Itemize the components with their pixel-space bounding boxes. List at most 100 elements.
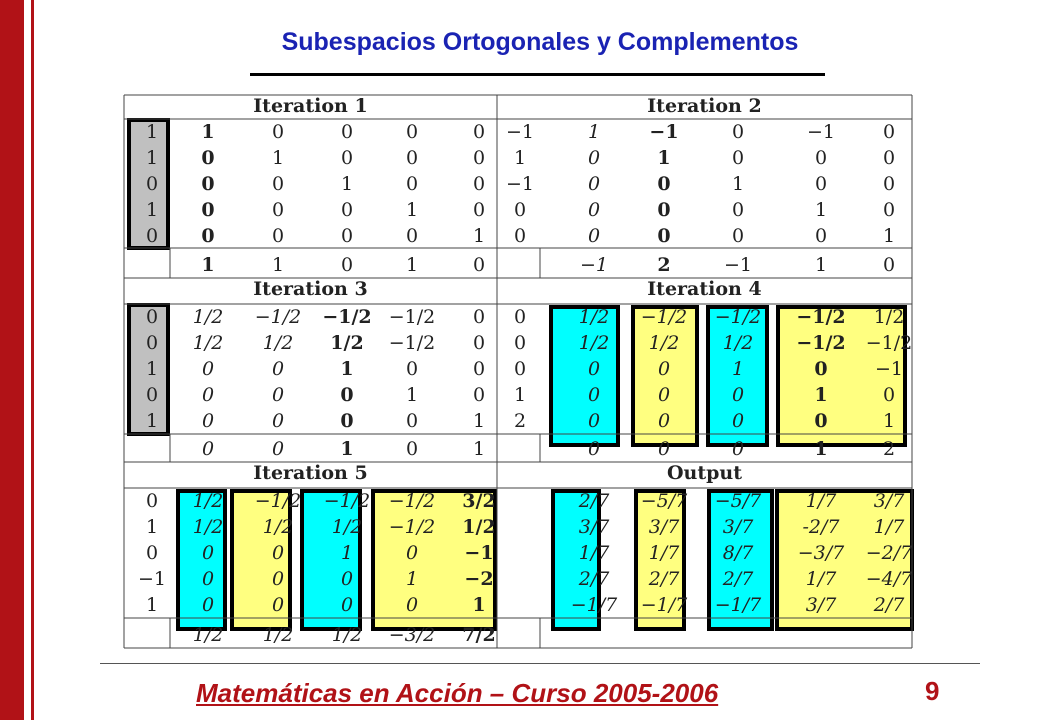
matrix-cell: 0 — [202, 542, 214, 564]
matrix-cell: 8/7 — [723, 542, 754, 564]
matrix-cell: 0 — [473, 121, 485, 143]
pivot-column-value: 0 — [146, 225, 158, 247]
slide-title: Subespacios Ortogonales y Complementos — [281, 28, 799, 56]
matrix-cell: 0 — [732, 225, 744, 247]
matrix-cell: 0 — [340, 410, 353, 432]
matrix-cell: 2/7 — [578, 490, 610, 512]
matrix-cell: 3/7 — [806, 594, 837, 616]
matrix-cell: 0 — [732, 410, 744, 432]
matrix-cell: 1/7 — [874, 516, 905, 538]
matrix-cell: 2/7 — [722, 568, 754, 590]
matrix-cell: 0 — [658, 358, 670, 380]
bottom-row-value: 1/2 — [263, 624, 294, 646]
bottom-row-value: 2 — [883, 438, 895, 460]
matrix-cell: 0 — [883, 121, 895, 143]
pivot-column-value: 1 — [146, 410, 158, 432]
matrix-cell: 1 — [406, 384, 418, 406]
bottom-row-value: 2 — [657, 254, 670, 276]
matrix-cell: 0 — [658, 384, 670, 406]
matrix-cell: 1/2 — [649, 332, 680, 354]
matrix-cell: 0 — [341, 568, 353, 590]
matrix-cell: 0 — [815, 225, 827, 247]
bottom-row-value: −3/2 — [389, 624, 436, 646]
matrix-cell: 2/7 — [648, 568, 680, 590]
matrix-cell: 0 — [202, 384, 214, 406]
highlight-box — [706, 305, 769, 447]
matrix-cell: 0 — [732, 384, 744, 406]
pivot-column-value: −1 — [138, 568, 166, 590]
left-red-band — [0, 0, 24, 720]
matrix-cell: 0 — [201, 147, 214, 169]
matrix-cell: 1/2 — [874, 306, 905, 328]
matrix-cell: −1/7 — [715, 594, 762, 616]
matrix-cell: 0 — [341, 121, 353, 143]
pivot-column-value: 0 — [146, 384, 158, 406]
matrix-cell: 0 — [814, 358, 827, 380]
footer-rule — [100, 663, 980, 664]
matrix-cell: 0 — [588, 173, 600, 195]
matrix-cell: 0 — [658, 410, 670, 432]
matrix-cell: 0 — [272, 358, 284, 380]
matrix-cell: 1/2 — [193, 516, 224, 538]
bottom-row-value: 1/2 — [193, 624, 224, 646]
matrix-cell: 0 — [202, 594, 214, 616]
matrix-cell: 1 — [883, 225, 895, 247]
highlight-box — [551, 489, 601, 631]
matrix-cell: −5/7 — [715, 490, 762, 512]
matrix-cell: 1/2 — [330, 332, 363, 354]
panel-heading: Iteration 1 — [253, 95, 367, 117]
matrix-cell: 0 — [473, 199, 485, 221]
matrix-cell: 0 — [272, 594, 284, 616]
matrix-cell: 1 — [588, 121, 600, 143]
bottom-row-value: 0 — [588, 438, 600, 460]
matrix-cell: −1/2 — [715, 306, 762, 328]
highlight-box — [176, 489, 227, 631]
highlight-box — [300, 489, 362, 631]
matrix-cell: 0 — [473, 147, 485, 169]
matrix-cell: 0 — [883, 147, 895, 169]
matrix-cell: 0 — [588, 410, 600, 432]
matrix-cell: 1 — [341, 542, 353, 564]
matrix-cell: 0 — [473, 306, 485, 328]
matrix-cell: 1 — [473, 410, 485, 432]
bottom-row-value: 1 — [272, 254, 284, 276]
matrix-cell: −5/7 — [641, 490, 688, 512]
pivot-column-value: 1 — [146, 147, 158, 169]
bottom-row-value: 0 — [883, 254, 895, 276]
bottom-row-value: 1 — [814, 438, 827, 460]
matrix-cell: −1/2 — [389, 306, 436, 328]
bottom-row-value: 0 — [406, 438, 418, 460]
matrix-cell: −1/2 — [255, 490, 302, 512]
matrix-cell: 1/2 — [723, 332, 754, 354]
bottom-row-value: 0 — [658, 438, 670, 460]
matrix-cell: 0 — [588, 358, 600, 380]
matrix-cell: 0 — [406, 410, 418, 432]
matrix-cell: 0 — [815, 173, 827, 195]
highlight-box — [775, 489, 914, 631]
matrix-cell: −1/2 — [796, 332, 845, 354]
pivot-column-value: −1 — [506, 173, 534, 195]
matrix-cell: 0 — [202, 410, 214, 432]
matrix-cell: 3/7 — [649, 516, 680, 538]
matrix-cell: 0 — [473, 358, 485, 380]
matrix-cell: 0 — [340, 384, 353, 406]
left-red-line — [31, 0, 34, 720]
panel-iteration-1: Iteration 1 1 1 0 1 0 1 0 0 0 0 0 1 0 0 0 0 0 1 0 0 0 0 0 1 0 0 0 0 0… — [127, 95, 485, 276]
matrix-cell: −1/2 — [322, 306, 371, 328]
highlight-box — [127, 118, 170, 250]
matrix-cell: 0 — [272, 121, 284, 143]
matrix-cell: 0 — [272, 410, 284, 432]
matrix-cell: 0 — [815, 147, 827, 169]
matrix-cell: 1/2 — [263, 332, 294, 354]
matrix-cell: 1 — [341, 173, 353, 195]
matrix-cell: 0 — [814, 410, 827, 432]
panel-iteration-5: Iteration 5 0 1 0 −1 1 1/2 −1/2 −1/2 −1/2 3/2 1/2 1/… — [138, 462, 497, 646]
matrix-cell: −1 — [875, 358, 903, 380]
matrix-cell: 0 — [657, 173, 670, 195]
matrix-cell: 1 — [201, 121, 214, 143]
matrix-cell: 0 — [201, 199, 214, 221]
matrix-cell: 0 — [272, 225, 284, 247]
bottom-row-value: 0 — [473, 254, 485, 276]
bottom-row-value: 1/2 — [332, 624, 363, 646]
bottom-row-value: −1 — [580, 254, 608, 276]
